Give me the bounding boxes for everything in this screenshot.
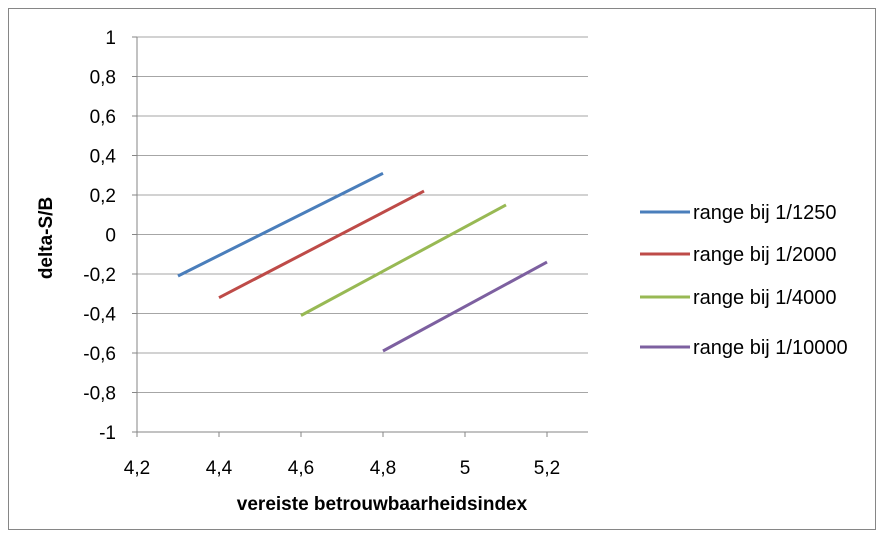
- x-tick-label-1: 4,4: [206, 458, 233, 479]
- chart-area-border: [8, 8, 876, 530]
- legend-label-4: range bij 1/10000: [693, 337, 848, 359]
- x-tick-label-2: 4,6: [288, 458, 314, 479]
- y-tick-label-9: -0,8: [83, 384, 116, 405]
- y-tick-label-0: 1: [105, 28, 116, 49]
- y-tick-label-6: -0,2: [83, 265, 116, 286]
- y-tick-label-3: 0,4: [90, 147, 117, 168]
- legend-label-3: range bij 1/4000: [693, 287, 836, 309]
- y-tick-label-2: 0,6: [90, 107, 116, 128]
- x-axis-title: vereiste betrouwbaarheidsindex: [237, 494, 528, 515]
- legend-item-4: range bij 1/10000: [640, 337, 848, 359]
- y-axis-title: delta-S/B: [36, 197, 57, 279]
- x-tick-label-3: 4,8: [370, 458, 396, 479]
- legend: range bij 1/1250 range bij 1/2000 range bi…: [640, 202, 848, 359]
- y-tick-label-4: 0,2: [90, 186, 116, 207]
- y-tick-label-8: -0,6: [83, 344, 116, 365]
- series-line-3: [300, 203, 507, 317]
- y-tick-label-7: -0,4: [83, 305, 116, 326]
- y-tick-label-5: 0: [105, 226, 116, 247]
- legend-label-1: range bij 1/1250: [693, 202, 836, 224]
- series-line-1: [177, 171, 384, 278]
- series-line-4: [382, 260, 548, 353]
- series-line-2: [218, 189, 425, 300]
- x-tick-label-5: 5,2: [534, 458, 560, 479]
- y-axis-ticks: 1 0,8 0,6 0,4 0,2 0 -0,2 -0,4 -0,6 -0,8 -1: [83, 28, 137, 444]
- legend-item-2: range bij 1/2000: [640, 244, 836, 266]
- y-tick-label-1: 0,8: [90, 68, 116, 89]
- legend-item-3: range bij 1/4000: [640, 287, 836, 309]
- y-tick-label-10: -1: [99, 423, 116, 444]
- legend-item-1: range bij 1/1250: [640, 202, 836, 224]
- x-axis-ticks: 4,2 4,4 4,6 4,8 5 5,2: [124, 432, 560, 479]
- series-lines: [177, 171, 548, 353]
- x-tick-label-4: 5: [460, 458, 471, 479]
- gridlines: [137, 36, 588, 393]
- x-tick-label-0: 4,2: [124, 458, 150, 479]
- legend-label-2: range bij 1/2000: [693, 244, 836, 266]
